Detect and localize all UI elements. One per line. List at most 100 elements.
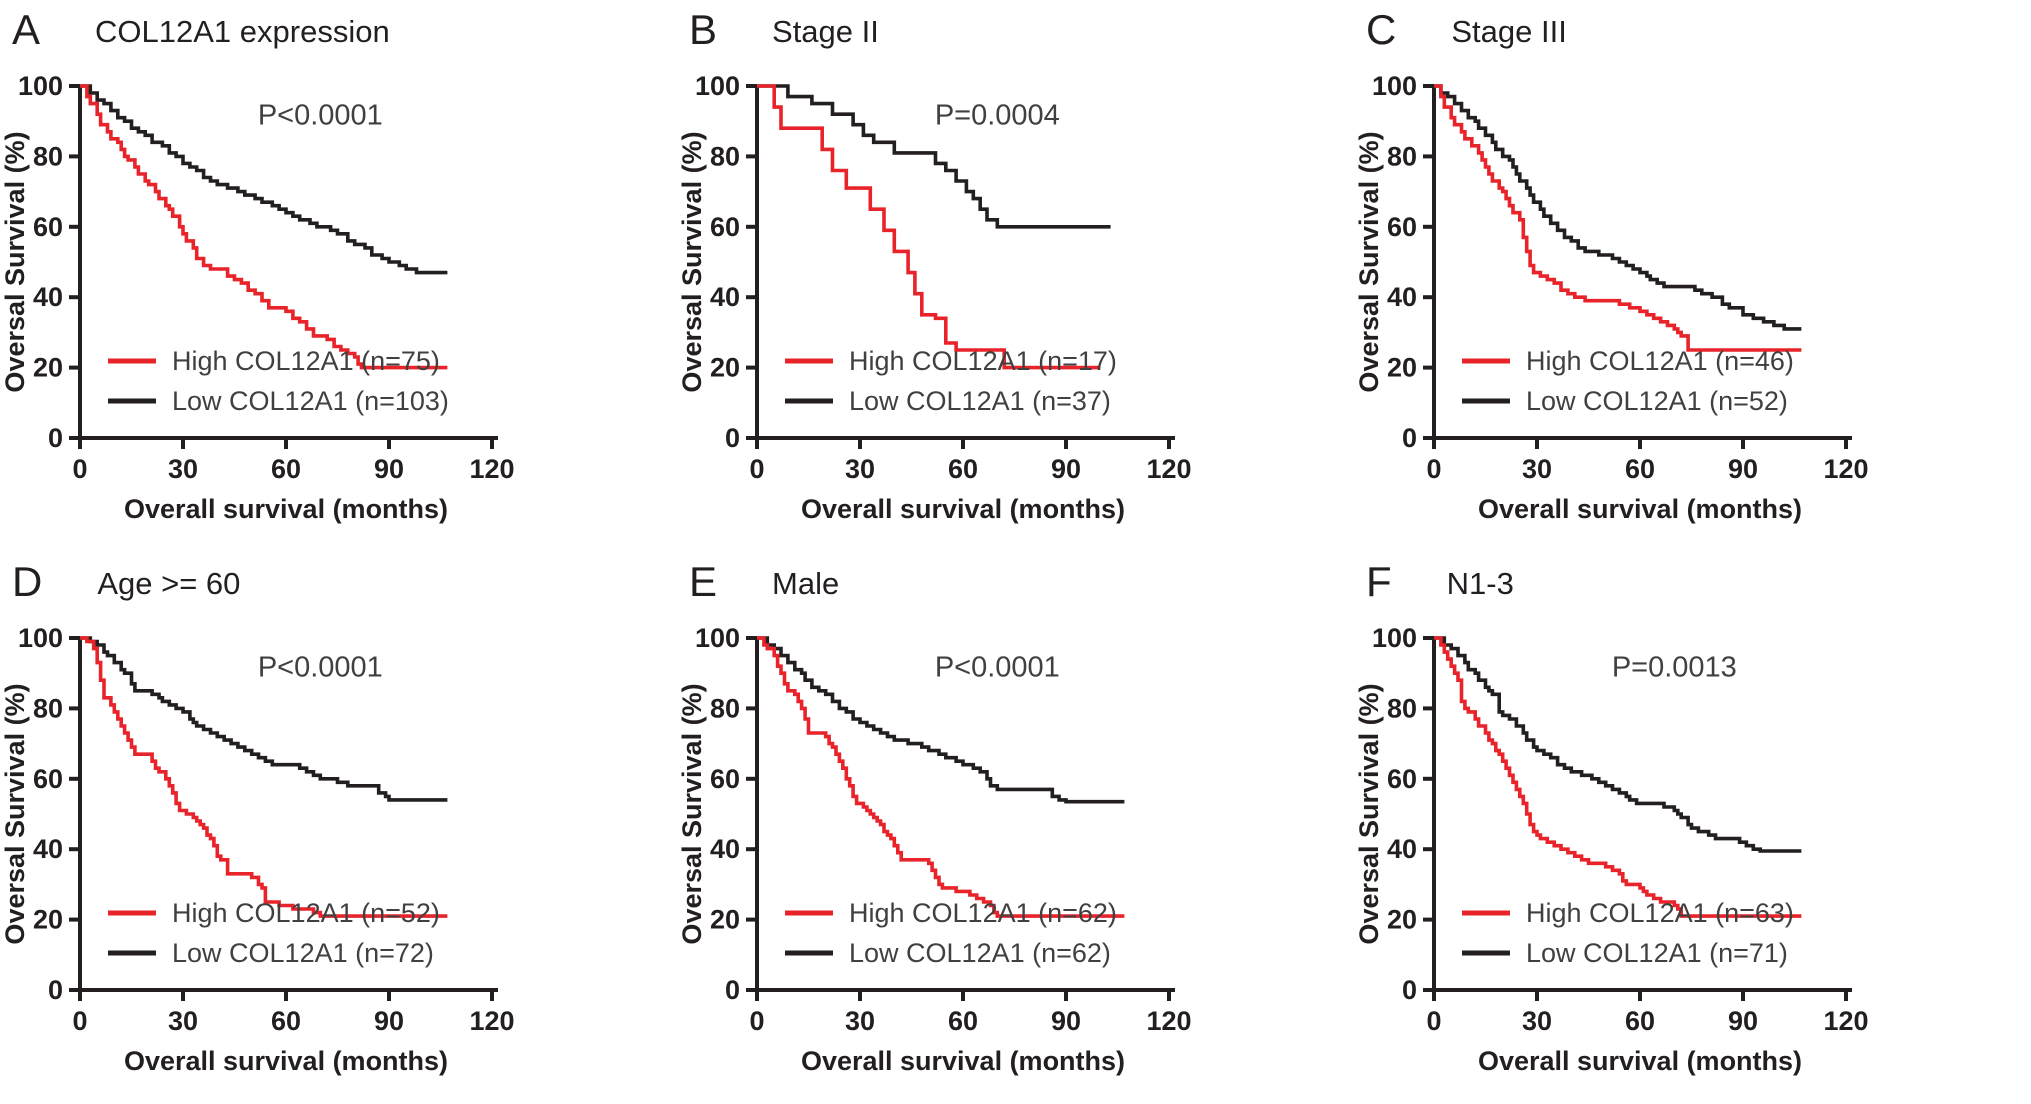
panel-c-plot: 0 20 40 60 80 100 0 30 60 90 120 Oversal Survival (… — [1354, 71, 1869, 524]
x-tick-label: 60 — [948, 454, 978, 484]
panel-e-title: Male — [772, 566, 840, 601]
panel-d-plot: 0 20 40 60 80 100 0 30 60 90 120 Oversal Survival (… — [0, 623, 515, 1076]
panel-e: E Male 0 20 40 60 80 100 0 30 60 90 120 Oversal Sur… — [677, 552, 1354, 1104]
legend-label: Low COL12A1 (n=71) — [1526, 938, 1788, 968]
y-axis-title: Oversal Survival (%) — [0, 683, 30, 944]
y-tick-label: 20 — [33, 905, 63, 935]
survival-curve-high — [80, 84, 448, 370]
y-axis-title: Oversal Survival (%) — [1354, 683, 1384, 944]
y-tick-label: 0 — [725, 423, 740, 453]
y-tick-label: 60 — [1387, 212, 1417, 242]
y-axis-title: Oversal Survival (%) — [677, 683, 707, 944]
y-tick-label: 20 — [1387, 905, 1417, 935]
panel-c-header: C Stage III — [1366, 8, 1567, 52]
x-tick-label: 0 — [72, 1006, 87, 1036]
legend-label: High COL12A1 (n=17) — [849, 346, 1117, 376]
panel-d-header: D Age >= 60 — [12, 560, 240, 604]
x-tick-label: 0 — [749, 454, 764, 484]
survival-curve-low — [1434, 84, 1802, 331]
x-axis-title: Overall survival (months) — [801, 1046, 1125, 1076]
panel-a: A COL12A1 expression 0 20 40 60 80 100 0 30 60 90… — [0, 0, 677, 552]
legend-label: Low COL12A1 (n=62) — [849, 938, 1111, 968]
y-tick-label: 40 — [33, 834, 63, 864]
panel-e-letter: E — [689, 558, 719, 605]
y-tick-label: 100 — [18, 623, 63, 653]
survival-curve-high — [1434, 636, 1802, 918]
x-tick-label: 90 — [1051, 1006, 1081, 1036]
y-axis-title: Oversal Survival (%) — [1354, 131, 1384, 392]
legend-label: High COL12A1 (n=75) — [172, 346, 440, 376]
panel-c-title: Stage III — [1451, 14, 1567, 49]
survival-curve-low — [757, 84, 1111, 229]
panel-f-letter: F — [1366, 558, 1393, 605]
x-axis-title: Overall survival (months) — [1478, 494, 1802, 524]
x-tick-label: 30 — [168, 454, 198, 484]
survival-curve-high — [80, 636, 448, 918]
x-tick-label: 60 — [271, 1006, 301, 1036]
legend-label: Low COL12A1 (n=103) — [172, 386, 449, 416]
panel-a-title: COL12A1 expression — [95, 14, 390, 49]
panel-f-header: F N1-3 — [1366, 560, 1514, 604]
x-tick-label: 30 — [845, 454, 875, 484]
x-tick-label: 120 — [469, 1006, 514, 1036]
y-tick-label: 60 — [710, 764, 740, 794]
y-tick-label: 0 — [48, 423, 63, 453]
panel-b-letter: B — [689, 6, 719, 53]
survival-curve-low — [80, 84, 448, 275]
survival-curve-high — [757, 636, 1125, 918]
x-tick-label: 60 — [271, 454, 301, 484]
legend-label: High COL12A1 (n=46) — [1526, 346, 1794, 376]
y-tick-label: 40 — [1387, 282, 1417, 312]
legend-label: Low COL12A1 (n=37) — [849, 386, 1111, 416]
x-tick-label: 90 — [1728, 454, 1758, 484]
x-tick-label: 90 — [1728, 1006, 1758, 1036]
survival-curve-low — [1434, 636, 1802, 853]
panel-b-plot: 0 20 40 60 80 100 0 30 60 90 120 Oversal Survival (… — [677, 71, 1192, 524]
panel-e-plot: 0 20 40 60 80 100 0 30 60 90 120 Oversal Survival (… — [677, 623, 1192, 1076]
y-tick-label: 20 — [33, 353, 63, 383]
y-tick-label: 0 — [725, 975, 740, 1005]
y-tick-label: 40 — [710, 834, 740, 864]
x-axis-title: Overall survival (months) — [124, 1046, 448, 1076]
panel-c: C Stage III 0 20 40 60 80 100 0 30 60 90 120 Oversa… — [1354, 0, 2031, 552]
y-tick-label: 80 — [1387, 141, 1417, 171]
y-tick-label: 100 — [1372, 623, 1417, 653]
legend-label: High COL12A1 (n=52) — [172, 898, 440, 928]
y-tick-label: 80 — [710, 693, 740, 723]
panel-d-title: Age >= 60 — [97, 566, 241, 601]
panel-f-plot: 0 20 40 60 80 100 0 30 60 90 120 Oversal Survival (… — [1354, 623, 1869, 1076]
x-tick-label: 0 — [1426, 1006, 1441, 1036]
y-tick-label: 0 — [1402, 423, 1417, 453]
x-axis-title: Overall survival (months) — [801, 494, 1125, 524]
survival-curve-low — [80, 636, 448, 802]
p-value-label: P<0.0001 — [258, 100, 383, 132]
legend-label: Low COL12A1 (n=72) — [172, 938, 434, 968]
x-tick-label: 90 — [374, 1006, 404, 1036]
panel-d: D Age >= 60 0 20 40 60 80 100 0 30 60 90 120 Oversa… — [0, 552, 677, 1104]
panel-a-plot: 0 20 40 60 80 100 0 30 60 90 120 Oversal Survival (… — [0, 71, 515, 524]
x-tick-label: 0 — [1426, 454, 1441, 484]
y-tick-label: 60 — [710, 212, 740, 242]
p-value-label: P=0.0004 — [935, 100, 1060, 132]
legend-label: High COL12A1 (n=62) — [849, 898, 1117, 928]
x-tick-label: 60 — [1625, 1006, 1655, 1036]
legend-label: Low COL12A1 (n=52) — [1526, 386, 1788, 416]
survival-curve-high — [757, 84, 1101, 370]
y-tick-label: 80 — [33, 141, 63, 171]
y-tick-label: 100 — [695, 71, 740, 101]
x-tick-label: 120 — [1146, 454, 1191, 484]
panel-f-title: N1-3 — [1446, 566, 1514, 601]
x-tick-label: 60 — [948, 1006, 978, 1036]
x-tick-label: 30 — [168, 1006, 198, 1036]
panel-b-header: B Stage II — [689, 8, 879, 52]
p-value-label: P<0.0001 — [258, 652, 383, 684]
panel-c-letter: C — [1366, 6, 1398, 53]
y-tick-label: 80 — [710, 141, 740, 171]
y-tick-label: 100 — [695, 623, 740, 653]
panel-a-header: A COL12A1 expression — [12, 8, 390, 52]
y-tick-label: 100 — [1372, 71, 1417, 101]
survival-curve-high — [1434, 84, 1802, 352]
panel-e-header: E Male — [689, 560, 839, 604]
x-tick-label: 120 — [1146, 1006, 1191, 1036]
